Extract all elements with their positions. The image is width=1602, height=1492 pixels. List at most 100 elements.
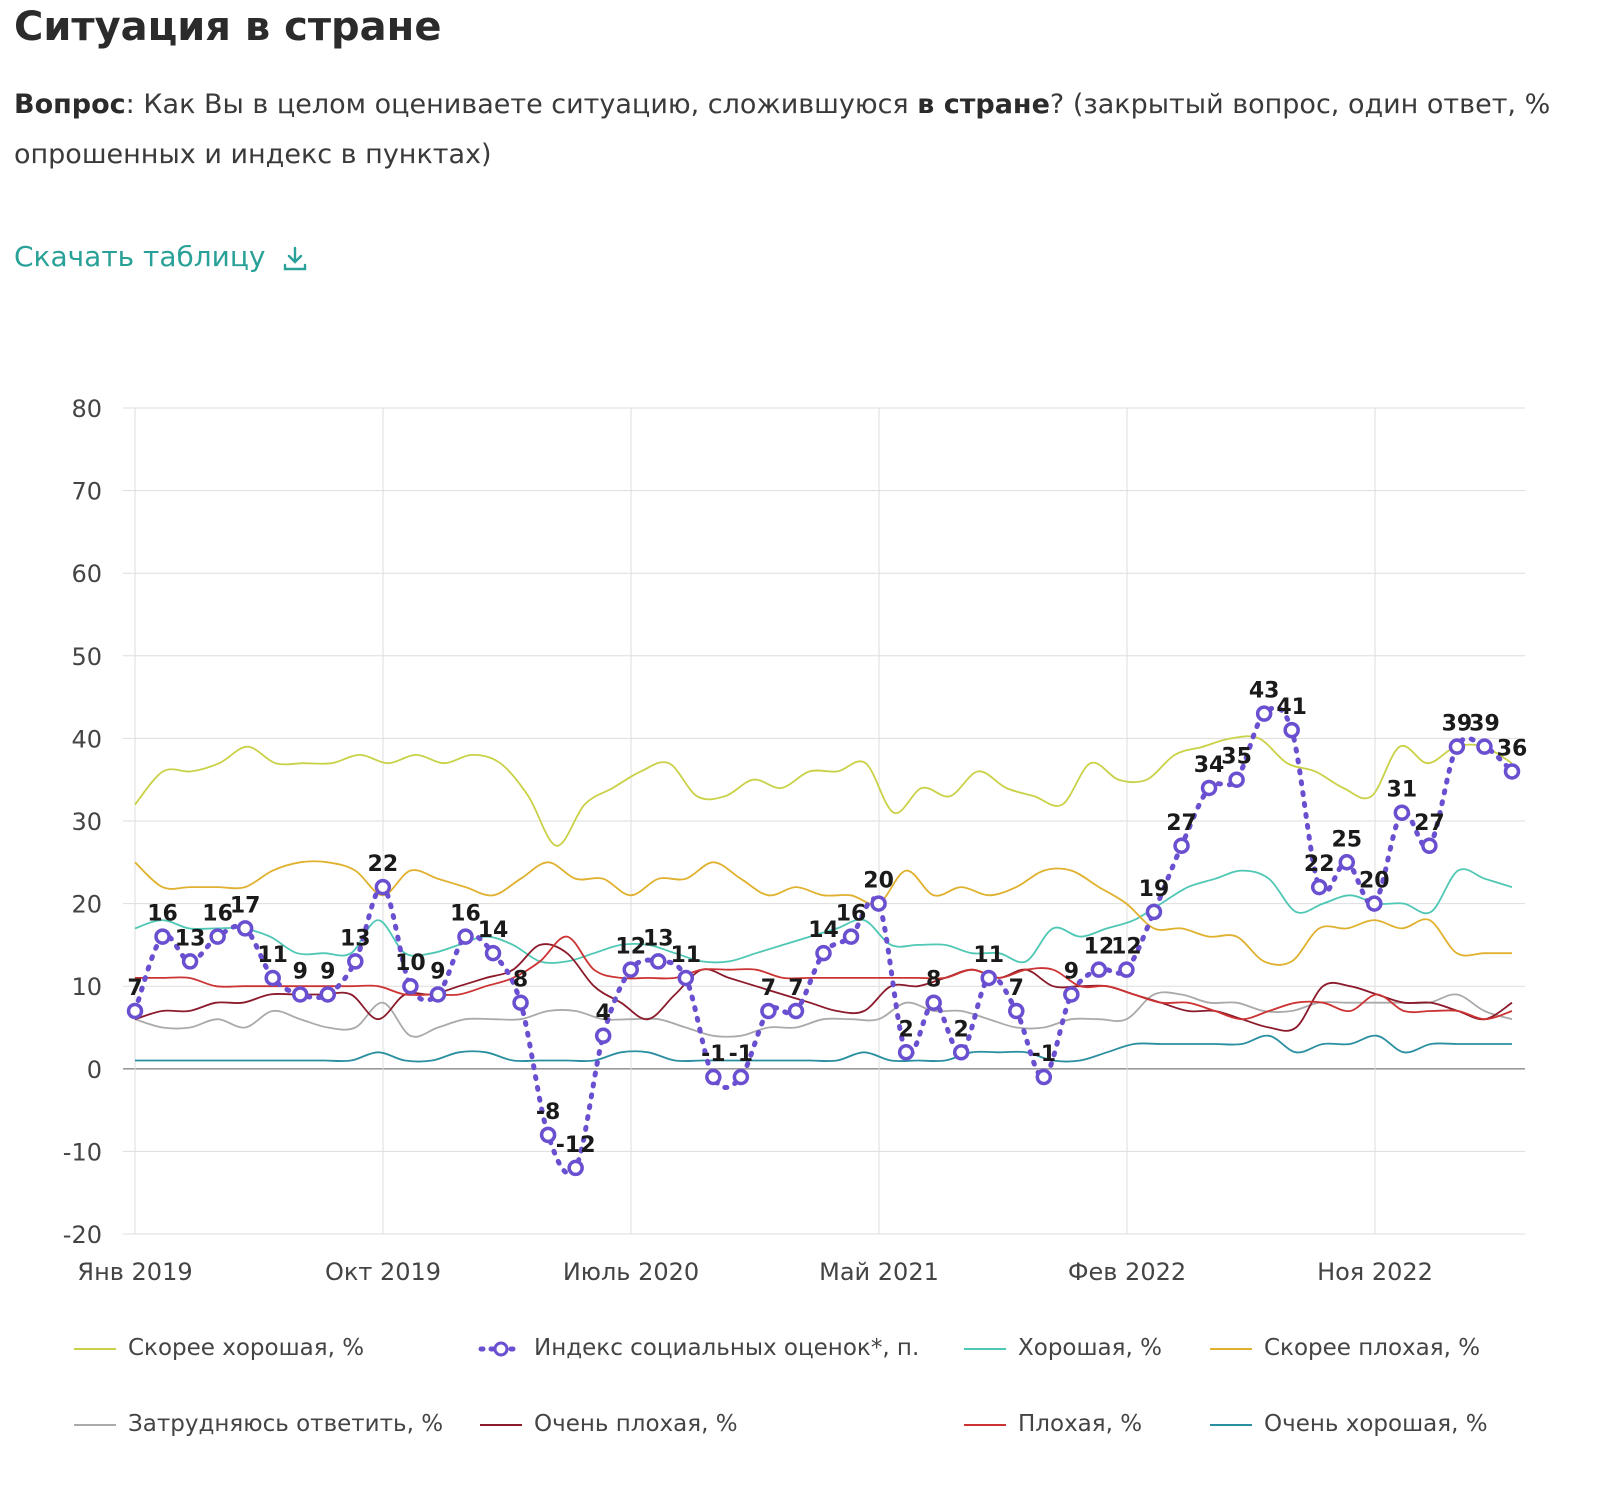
index-point [787, 1002, 805, 1020]
legend-swatch [480, 1423, 522, 1426]
index-data-label: 4 [596, 1001, 611, 1026]
index-point [1393, 804, 1411, 821]
index-data-label: 43 [1249, 679, 1280, 704]
index-point [760, 1002, 777, 1020]
index-point [980, 969, 997, 987]
y-tick-label: 40 [71, 725, 102, 753]
download-table-link[interactable]: Скачать таблицу [14, 240, 310, 273]
index-data-label: 9 [293, 959, 308, 984]
index-data-label: 31 [1387, 778, 1418, 803]
index-data-label: 25 [1331, 827, 1362, 852]
legend-swatch [964, 1347, 1006, 1350]
index-point [539, 1126, 557, 1144]
legend-item[interactable]: Затрудняюсь ответить, % [72, 1411, 443, 1437]
index-data-label: 20 [1359, 869, 1390, 894]
legend-swatch [74, 1347, 116, 1350]
index-point [209, 928, 226, 945]
index-point [732, 1068, 750, 1086]
x-tick-label: Май 2021 [819, 1258, 939, 1286]
index-point [594, 1027, 612, 1045]
series-0-line [134, 735, 1513, 847]
index-point [1338, 854, 1356, 871]
index-data-label: 16 [202, 902, 233, 927]
index-point [870, 895, 887, 912]
index-data-label: 12 [1111, 935, 1142, 960]
index-data-label: 39 [1469, 712, 1500, 737]
index-point [677, 969, 695, 987]
legend-swatch [1210, 1347, 1252, 1350]
index-data-label: -1 [1032, 1042, 1056, 1067]
y-tick-label: -10 [63, 1138, 102, 1166]
index-point [291, 986, 309, 1003]
index-data-label: 10 [395, 951, 426, 976]
download-icon [283, 246, 306, 271]
index-point [1090, 961, 1108, 978]
series-4-line [134, 991, 1513, 1038]
index-data-label: 13 [175, 926, 206, 951]
legend-item[interactable]: Индекс социальных оценок*, п. [478, 1335, 919, 1361]
x-tick-label: Ноя 2022 [1317, 1258, 1433, 1286]
x-tick-label: Янв 2019 [77, 1258, 192, 1286]
legend-item[interactable]: Скорее плохая, % [1208, 1335, 1480, 1361]
y-tick-label: 20 [71, 891, 102, 919]
legend-swatch [1210, 1423, 1252, 1426]
y-tick-label: 70 [71, 478, 102, 506]
index-point [154, 928, 171, 945]
index-data-label: 7 [1009, 976, 1024, 1001]
index-data-label: 13 [340, 926, 371, 951]
index-data-label: 7 [761, 976, 776, 1001]
index-data-label: 27 [1166, 811, 1197, 836]
index-point [567, 1159, 584, 1177]
index-data-label: 11 [257, 943, 288, 968]
y-tick-label: 60 [71, 560, 102, 588]
legend-item[interactable]: Очень хорошая, % [1208, 1411, 1488, 1437]
index-data-label: 16 [836, 902, 867, 927]
index-data-label: 22 [368, 852, 399, 877]
index-data-label: -8 [536, 1100, 560, 1125]
index-point [1118, 961, 1135, 978]
index-data-label: 35 [1221, 745, 1252, 770]
index-data-label: 9 [1064, 959, 1079, 984]
index-data-label: 17 [230, 893, 261, 918]
legend-item[interactable]: Плохая, % [962, 1411, 1142, 1437]
legend-label: Скорее хорошая, % [128, 1335, 365, 1361]
x-tick-label: Окт 2019 [325, 1258, 441, 1286]
index-point [402, 977, 419, 995]
index-point [1145, 903, 1163, 921]
index-data-label: 9 [430, 959, 445, 984]
download-table-label: Скачать таблицу [14, 240, 266, 273]
index-point [374, 878, 392, 896]
index-data-label: 12 [615, 935, 646, 960]
index-data-label: 20 [863, 869, 894, 894]
legend-label: Хорошая, % [1018, 1335, 1162, 1361]
index-point [622, 961, 639, 978]
index-data-label: 8 [513, 968, 528, 993]
index-point [705, 1068, 722, 1086]
index-point [952, 1044, 970, 1061]
index-data-label: 41 [1276, 695, 1307, 720]
index-data-label: 2 [898, 1017, 913, 1042]
y-tick-label: -20 [63, 1221, 102, 1249]
index-data-label: 13 [643, 926, 674, 951]
index-point [1366, 895, 1383, 912]
index-point [1283, 721, 1300, 739]
index-data-label: -1 [701, 1042, 725, 1067]
index-point [842, 928, 860, 945]
index-point [457, 928, 474, 945]
series-3-line [134, 860, 1512, 966]
legend-item[interactable]: Хорошая, % [962, 1335, 1162, 1361]
series-7-line [135, 1034, 1512, 1063]
legend-item[interactable]: Скорее хорошая, % [72, 1335, 364, 1361]
question-emphasis: в стране [917, 89, 1050, 120]
index-point [1063, 986, 1080, 1003]
y-tick-label: 50 [71, 643, 102, 671]
index-data-label: 16 [450, 902, 481, 927]
index-point [512, 994, 529, 1011]
legend-swatch [478, 1341, 524, 1356]
index-point [319, 986, 337, 1003]
legend-item[interactable]: Очень плохая, % [478, 1411, 738, 1437]
index-point [1310, 878, 1328, 896]
legend-label: Скорее плохая, % [1264, 1335, 1481, 1361]
index-data-label: 7 [788, 976, 803, 1001]
question-part-2: ? (закрытый вопрос, один ответ, % опроше… [14, 89, 1551, 170]
